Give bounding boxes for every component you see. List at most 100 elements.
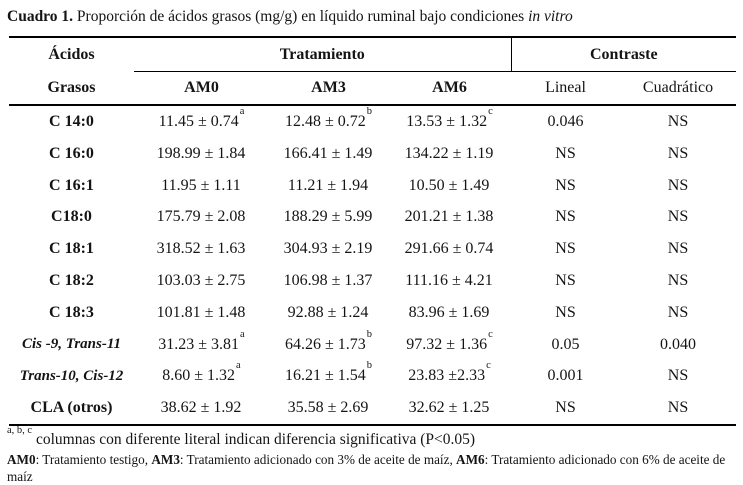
- cell-value: 188.29 ± 5.99: [283, 208, 373, 226]
- row-label: C 16:0: [49, 144, 94, 162]
- row-label: C 16:1: [49, 176, 94, 194]
- data-cell-am6: 83.96 ± 1.69: [388, 297, 511, 329]
- cell-value: 16.21 ± 1.54: [284, 367, 366, 385]
- data-cell-am3: 11.21 ± 1.94: [269, 170, 388, 202]
- cell-value: 35.58 ± 2.69: [287, 399, 369, 417]
- cell-superscript: a: [240, 328, 245, 340]
- group-header-contrast: Contraste: [511, 36, 737, 73]
- data-cell-am3: 188.29 ± 5.99: [269, 202, 388, 234]
- data-cell-am0: 8.60 ± 1.32a: [134, 361, 269, 393]
- row-label: CLA (otros): [9, 392, 134, 427]
- contrast-cuadratico-cell: NS: [667, 367, 689, 385]
- cell-superscript: c: [486, 360, 491, 372]
- data-cell-am6: 32.62 ± 1.25: [388, 392, 512, 427]
- table-row: C18:0 175.79 ± 2.08 188.29 ± 5.99 201.21…: [9, 202, 736, 234]
- contrast-lineal-cell: 0.046: [547, 113, 584, 131]
- contrast-lineal-cell: 0.05: [551, 335, 580, 353]
- row-label: Cis -9, Trans-11: [21, 336, 122, 353]
- contrast-lineal-cell: NS: [555, 144, 576, 162]
- contrast-cuadratico-cell: NS: [667, 113, 689, 131]
- column-header-cuadratico: Cuadrático: [620, 71, 737, 107]
- row-label: C 18:1: [49, 240, 94, 258]
- cell-value: 134.22 ± 1.19: [404, 144, 494, 162]
- contrast-lineal-cell: NS: [555, 176, 576, 194]
- footnote-am3-label: AM3: [151, 452, 180, 468]
- table-caption: Cuadro 1. Proporción de ácidos grasos (m…: [0, 0, 743, 27]
- treatments-footnote: AM0: Tratamiento testigo, AM3: Tratamien…: [7, 452, 736, 485]
- caption-number: Cuadro 1.: [7, 8, 74, 25]
- data-cell-am3: 35.58 ± 2.69: [269, 392, 388, 427]
- row-label: C 14:0: [49, 113, 94, 131]
- data-cell-am6: 201.21 ± 1.38: [388, 202, 511, 234]
- cell-superscript: a: [236, 360, 241, 372]
- footnote-text: columnas con diferente literal indican d…: [35, 431, 476, 449]
- cell-superscript: c: [488, 105, 493, 117]
- data-cell-am3: 92.88 ± 1.24: [269, 297, 388, 329]
- contrast-lineal-cell: NS: [555, 240, 576, 258]
- footnote-am6-text: : Tratamiento adicionado con 6% de aceit…: [7, 452, 726, 484]
- table-row: Cis -9, Trans-11 31.23 ± 3.81a 64.26 ± 1…: [9, 329, 736, 361]
- cell-value: 11.95 ± 1.11: [161, 176, 241, 194]
- cell-value: 201.21 ± 1.38: [404, 208, 494, 226]
- cell-value: 175.79 ± 2.08: [156, 208, 246, 226]
- footnote-am6-label: AM6: [456, 452, 485, 468]
- row-label: C 18:2: [49, 272, 94, 290]
- sub-header-row: Grasos AM0 AM3 AM6 Lineal Cuadrático: [9, 71, 737, 107]
- cell-value: 83.96 ± 1.69: [408, 303, 490, 321]
- contrast-lineal-cell: NS: [555, 272, 576, 290]
- data-cell-am0: 101.81 ± 1.48: [134, 297, 269, 329]
- contrast-lineal-cell: 0.001: [547, 367, 584, 385]
- cell-value: 11.21 ± 1.94: [287, 176, 369, 194]
- data-cell-am0: 31.23 ± 3.81a: [134, 329, 269, 361]
- data-cell-am6: 13.53 ± 1.32c: [388, 105, 511, 138]
- cell-value: 64.26 ± 1.73: [284, 335, 366, 353]
- table-row: C 14:0 11.45 ± 0.74a 12.48 ± 0.72b 13.53…: [9, 105, 736, 138]
- column-header-am3: AM3: [269, 71, 388, 107]
- data-cell-am3: 304.93 ± 2.19: [269, 233, 388, 265]
- table-row: C 16:0 198.99 ± 1.84 166.41 ± 1.49 134.2…: [9, 138, 736, 170]
- table-row: C 18:1 318.52 ± 1.63 304.93 ± 2.19 291.6…: [9, 233, 736, 265]
- table-body: C 14:0 11.45 ± 0.74a 12.48 ± 0.72b 13.53…: [9, 105, 737, 427]
- contrast-lineal-cell: NS: [555, 208, 576, 226]
- cell-value: 8.60 ± 1.32: [162, 367, 236, 385]
- cell-value: 101.81 ± 1.48: [156, 303, 246, 321]
- cell-superscript: b: [366, 360, 373, 372]
- cell-value: 32.62 ± 1.25: [408, 399, 490, 417]
- group-header-row: Ácidos Tratamiento Contraste: [9, 36, 737, 73]
- data-cell-am6: 10.50 ± 1.49: [388, 170, 511, 202]
- cell-value: 38.62 ± 1.92: [160, 399, 242, 417]
- cell-value: 198.99 ± 1.84: [156, 144, 246, 162]
- data-cell-am3: 106.98 ± 1.37: [269, 265, 388, 297]
- stub-header-line1: Ácidos: [9, 36, 134, 72]
- row-label: C18:0: [51, 208, 92, 226]
- cell-value: 111.16 ± 4.21: [405, 272, 493, 290]
- contrast-cuadratico-cell: NS: [620, 392, 737, 427]
- stub-header-line2: Grasos: [9, 71, 134, 107]
- cell-superscript: b: [366, 328, 373, 340]
- table-row: C 18:3 101.81 ± 1.48 92.88 ± 1.24 83.96 …: [9, 297, 736, 329]
- table-header: Ácidos Tratamiento Contraste Grasos AM0 …: [9, 36, 737, 107]
- footnote-am0-label: AM0: [7, 452, 36, 468]
- data-cell-am0: 103.03 ± 2.75: [134, 265, 269, 297]
- column-header-am6: AM6: [388, 71, 512, 107]
- contrast-cuadratico-cell: NS: [667, 272, 689, 290]
- row-label: C 18:3: [49, 303, 94, 321]
- data-cell-am6: 111.16 ± 4.21: [388, 265, 511, 297]
- contrast-lineal-cell: NS: [555, 303, 576, 321]
- data-cell-am0: 175.79 ± 2.08: [134, 202, 269, 234]
- cell-value: 291.66 ± 0.74: [404, 240, 494, 258]
- footnote-superscript: a, b, c: [7, 425, 33, 437]
- contrast-cuadratico-cell: NS: [667, 303, 689, 321]
- contrast-cuadratico-cell: NS: [667, 208, 689, 226]
- table-row: Trans-10, Cis-12 8.60 ± 1.32a 16.21 ± 1.…: [9, 361, 736, 393]
- caption-text: Proporción de ácidos grasos (mg/g) en lí…: [76, 8, 525, 25]
- table-row: CLA (otros) 38.62 ± 1.92 35.58 ± 2.69 32…: [9, 392, 737, 427]
- cell-value: 11.45 ± 0.74: [158, 113, 239, 131]
- fatty-acids-table: Ácidos Tratamiento Contraste Grasos AM0 …: [9, 36, 737, 427]
- data-cell-am6: 134.22 ± 1.19: [388, 138, 511, 170]
- data-cell-am3: 16.21 ± 1.54b: [269, 361, 388, 393]
- data-cell-am0: 11.95 ± 1.11: [134, 170, 269, 202]
- cell-value: 31.23 ± 3.81: [158, 335, 240, 353]
- cell-superscript: a: [239, 105, 245, 117]
